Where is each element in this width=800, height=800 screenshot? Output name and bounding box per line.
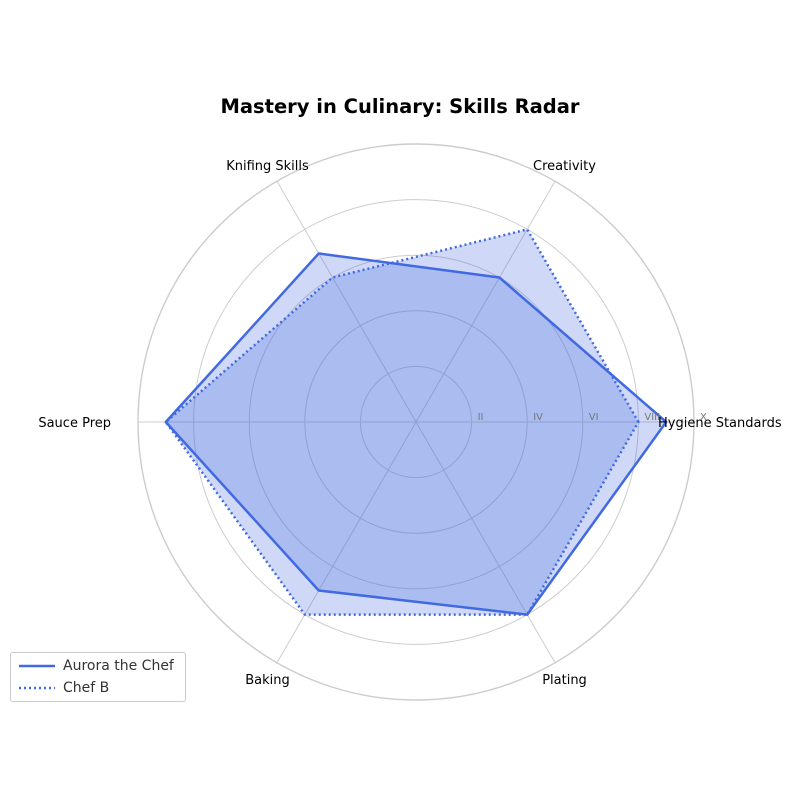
radial-tick-label: X xyxy=(700,412,707,423)
category-label: Hygiene Standards xyxy=(658,416,782,431)
legend-label-chef-b: Chef B xyxy=(63,680,110,696)
series-fill-1 xyxy=(165,229,639,615)
category-label: Knifing Skills xyxy=(226,159,309,174)
grid-spoke xyxy=(415,180,556,423)
grid-spoke xyxy=(415,421,556,664)
legend-item-aurora: Aurora the Chef xyxy=(19,656,174,676)
legend-dotted-line-icon xyxy=(19,686,55,690)
grid-spoke xyxy=(276,180,417,423)
series-fill-0 xyxy=(165,253,667,615)
legend-label-aurora: Aurora the Chef xyxy=(63,658,174,674)
legend-item-chef-b: Chef B xyxy=(19,678,109,698)
radar-grid xyxy=(137,143,695,701)
category-label: Baking xyxy=(245,673,290,688)
radial-tick-label: VIII xyxy=(644,412,660,423)
category-label: Plating xyxy=(542,673,587,688)
radial-tick-label: VI xyxy=(589,412,599,423)
legend-solid-line-icon xyxy=(19,664,55,668)
series-line-0 xyxy=(164,252,668,616)
radial-tick-label: IV xyxy=(533,412,543,423)
category-label: Creativity xyxy=(533,159,596,174)
chart-title: Mastery in Culinary: Skills Radar xyxy=(220,95,580,118)
category-label: Sauce Prep xyxy=(38,416,111,431)
legend: Aurora the Chef Chef B xyxy=(10,652,186,702)
grid-spoke xyxy=(276,421,417,664)
radar-series xyxy=(164,228,668,616)
radial-tick-label: II xyxy=(478,412,484,423)
